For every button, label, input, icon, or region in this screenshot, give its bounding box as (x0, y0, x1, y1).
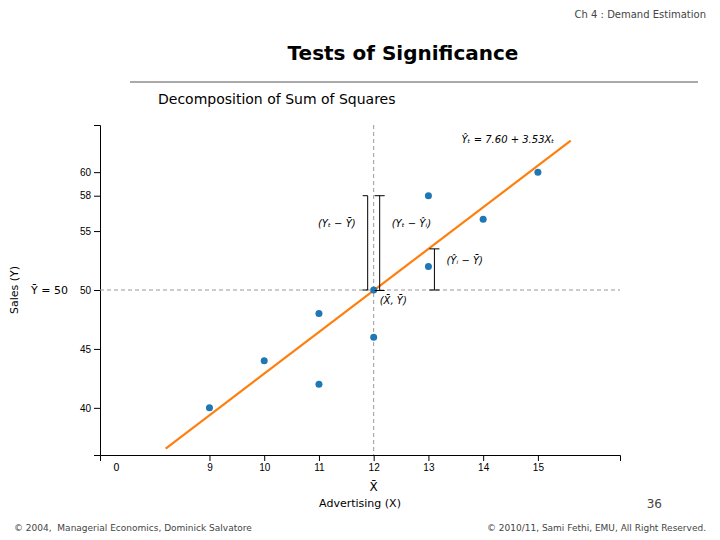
x-tick: 14 (478, 455, 490, 473)
x-tick: 11 (314, 455, 325, 473)
point (534, 169, 541, 176)
point (206, 404, 213, 411)
y-tick-mark (94, 408, 100, 409)
ybar-line (100, 290, 620, 291)
x-tick-mark (483, 455, 484, 461)
bracket (429, 249, 439, 290)
y-tick: 55 (80, 226, 100, 237)
y-axis-line (94, 126, 101, 456)
bracket (363, 196, 368, 290)
y-tick-mark (94, 172, 100, 173)
y-tick: 50 (80, 285, 100, 296)
y-tick: 60 (80, 167, 100, 178)
y-tick-label: 40 (80, 403, 92, 414)
ybar-label: Ȳ = 50 (30, 284, 68, 297)
point (261, 357, 268, 364)
x-tick-mark (374, 455, 375, 461)
footer-right: © 2010/11, Sami Fethi, EMU, All Right Re… (487, 523, 706, 533)
regression-line (166, 141, 571, 449)
subtitle: Decomposition of Sum of Squares (158, 91, 396, 107)
y-tick-mark (94, 231, 100, 232)
x-tick-mark (538, 455, 539, 461)
y-tick: 40 (80, 403, 100, 414)
x-axis-line (101, 456, 621, 462)
y-tick-mark (94, 290, 100, 291)
annotations: 0 Ŷₜ = 7.60 + 3.53Xₜ (Yₜ − Ȳ) (Yₜ − Ŷᵢ) (Ŷᵢ … (113, 133, 554, 473)
regression-label: Ŷₜ = 7.60 + 3.53Xₜ (461, 133, 554, 145)
x-tick-mark (209, 455, 210, 461)
point (315, 381, 322, 388)
x-axis-title: Advertising (X) (319, 497, 401, 510)
x-tick: 13 (423, 455, 435, 473)
page-number: 36 (647, 497, 662, 511)
y-tick-label: 58 (80, 190, 92, 201)
separator (130, 82, 698, 83)
data (100, 125, 620, 455)
plot: 9 10 11 12 13 14 15 40 45 50 55 58 60 Advertising (X)… (8, 125, 621, 510)
y-tick-label: 50 (80, 285, 92, 296)
y-tick-mark (94, 349, 100, 350)
bracket-label: (Yₜ − Ȳ) (318, 217, 356, 229)
y-tick-label: 60 (80, 167, 92, 178)
x-tick-mark (428, 455, 429, 461)
x-tick-label: 10 (259, 462, 271, 473)
title: Tests of Significance (288, 41, 519, 65)
x-tick-label: 11 (314, 462, 325, 473)
bracket-label: (Ŷᵢ − Ȳ) (446, 254, 483, 266)
x-tick-label: 14 (478, 462, 490, 473)
footer-left: © 2004, Managerial Economics, Dominick S… (14, 523, 252, 533)
x-tick: 10 (259, 455, 271, 473)
x-tick-label: 13 (423, 462, 435, 473)
x-tick-label: 9 (207, 462, 213, 473)
point (425, 192, 432, 199)
y-axis-title: Sales (Y) (8, 266, 21, 314)
y-tick-label: 55 (80, 226, 92, 237)
bracket (375, 196, 385, 291)
bracket-label: (Yₜ − Ŷᵢ) (392, 217, 432, 229)
point (370, 334, 377, 341)
x-tick: 12 (369, 455, 381, 473)
point (425, 263, 432, 270)
xbar-label: X̄ (370, 480, 378, 494)
point-label: (X̄, Ȳ) (380, 294, 407, 306)
x-tick-mark (264, 455, 265, 461)
y-tick-label: 45 (80, 344, 92, 355)
chart: Ch 4 : Demand Estimation Tests of Signifi… (0, 0, 720, 540)
x-tick-label: 15 (533, 462, 545, 473)
y-axis: 40 45 50 55 58 60 (80, 126, 101, 456)
y-tick-mark (94, 196, 100, 197)
y-tick: 58 (80, 190, 100, 201)
x-tick-label: 12 (369, 462, 381, 473)
x-axis: 9 10 11 12 13 14 15 (101, 455, 621, 473)
x-tick-mark (319, 455, 320, 461)
y-tick: 45 (80, 344, 100, 355)
point (480, 216, 487, 223)
point (315, 310, 322, 317)
x-tick: 9 (207, 455, 213, 473)
x-tick: 15 (533, 455, 545, 473)
origin-label: 0 (113, 462, 119, 473)
header: Ch 4 : Demand Estimation (575, 9, 706, 20)
